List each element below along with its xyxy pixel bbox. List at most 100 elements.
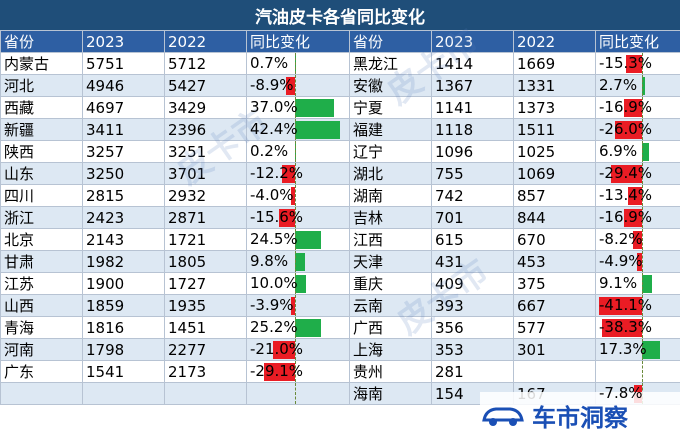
value-2022-cell: 301 [513, 338, 596, 361]
province-cell: 福建 [349, 118, 432, 141]
positive-bar [295, 275, 306, 293]
change-cell-left: -4.0% [246, 184, 350, 207]
header-2023-left: 2023 [82, 30, 165, 53]
change-cell-right [595, 360, 680, 383]
change-cell-right: 6.9% [595, 140, 680, 163]
change-value: 37.0% [250, 98, 298, 116]
value-2023-cell: 1541 [82, 360, 165, 383]
negative-bar [611, 165, 642, 183]
value-2023-cell: 755 [431, 162, 514, 185]
province-cell: 安徽 [349, 74, 432, 97]
change-value: 25.2% [250, 318, 298, 336]
logo-text: 车市洞察 [532, 403, 628, 432]
province-cell: 广西 [349, 316, 432, 339]
change-cell-right: -8.2% [595, 228, 680, 251]
change-value: 17.3% [599, 340, 647, 358]
change-cell-right: -13.4% [595, 184, 680, 207]
value-2022-cell: 5427 [164, 74, 247, 97]
positive-bar [295, 121, 340, 139]
province-cell: 山东 [0, 162, 83, 185]
province-cell: 湖南 [349, 184, 432, 207]
value-2022-cell: 1935 [164, 294, 247, 317]
negative-bar [636, 253, 642, 271]
province-cell: 吉林 [349, 206, 432, 229]
value-2022-cell: 3251 [164, 140, 247, 163]
change-cell-left: 25.2% [246, 316, 350, 339]
zero-axis [642, 119, 643, 140]
value-2022-cell: 670 [513, 228, 596, 251]
header-change-right: 同比变化 [595, 30, 680, 53]
table-row: 山东 3250 3701 -12.2% 湖北 755 1069 -29.4% [0, 162, 680, 185]
province-cell: 新疆 [0, 118, 83, 141]
change-value: -4.0% [250, 186, 294, 204]
zero-axis [295, 251, 296, 272]
zero-axis [295, 53, 296, 74]
header-province-right: 省份 [349, 30, 432, 53]
value-2022-cell: 1025 [513, 140, 596, 163]
zero-axis [295, 273, 296, 294]
negative-bar [627, 187, 642, 205]
value-2023-cell: 1982 [82, 250, 165, 273]
value-2023-cell: 1096 [431, 140, 514, 163]
value-2023-cell: 4946 [82, 74, 165, 97]
change-value: 9.8% [250, 252, 289, 270]
change-cell-left: 0.2% [246, 140, 350, 163]
change-value: -4.9% [599, 252, 643, 270]
province-cell: 甘肃 [0, 250, 83, 273]
change-value: 2.7% [599, 76, 638, 94]
province-cell: 海南 [349, 382, 432, 405]
change-value: -16.9% [599, 208, 653, 226]
negative-bar [624, 99, 642, 117]
change-cell-left: -12.2% [246, 162, 350, 185]
change-cell-left: 24.5% [246, 228, 350, 251]
negative-bar [285, 77, 295, 95]
brand-logo: 车市洞察 [480, 392, 680, 438]
positive-bar [642, 341, 661, 359]
value-2023-cell: 1859 [82, 294, 165, 317]
value-2022-cell: 453 [513, 250, 596, 273]
change-value: -13.4% [599, 186, 653, 204]
zero-axis [295, 119, 296, 140]
change-value: -15.6% [250, 208, 304, 226]
value-2023-cell [82, 382, 165, 405]
value-2023-cell: 431 [431, 250, 514, 273]
positive-bar [642, 275, 652, 293]
zero-axis [642, 97, 643, 118]
zero-axis [642, 75, 643, 96]
value-2022-cell: 2173 [164, 360, 247, 383]
value-2023-cell: 2423 [82, 206, 165, 229]
zero-axis [295, 295, 296, 316]
zero-axis [642, 251, 643, 272]
zero-axis [642, 163, 643, 184]
header-2022-right: 2022 [513, 30, 596, 53]
province-cell: 江西 [349, 228, 432, 251]
value-2022-cell: 1373 [513, 96, 596, 119]
table-row: 青海 1816 1451 25.2% 广西 356 577 -38.3% [0, 316, 680, 339]
value-2022-cell: 3429 [164, 96, 247, 119]
positive-bar [642, 77, 645, 95]
value-2022-cell: 375 [513, 272, 596, 295]
change-value: -16.9% [599, 98, 653, 116]
change-cell-right: -15.3% [595, 52, 680, 75]
change-value: 0.7% [250, 54, 289, 72]
value-2023-cell: 353 [431, 338, 514, 361]
positive-bar [295, 231, 321, 249]
province-cell: 云南 [349, 294, 432, 317]
province-cell: 天津 [349, 250, 432, 273]
zero-axis [295, 383, 296, 404]
change-cell-right: -4.9% [595, 250, 680, 273]
change-cell-left: 9.8% [246, 250, 350, 273]
negative-bar [278, 209, 295, 227]
change-cell-left: -8.9% [246, 74, 350, 97]
change-cell-left: 42.4% [246, 118, 350, 141]
table-row: 山西 1859 1935 -3.9% 云南 393 667 -41.1% [0, 294, 680, 317]
province-cell: 宁夏 [349, 96, 432, 119]
value-2023-cell: 393 [431, 294, 514, 317]
negative-bar [624, 209, 642, 227]
table-row: 甘肃 1982 1805 9.8% 天津 431 453 -4.9% [0, 250, 680, 273]
change-cell-left: 0.7% [246, 52, 350, 75]
value-2023-cell: 1798 [82, 338, 165, 361]
table-row: 广东 1541 2173 -29.1% 贵州 281 [0, 360, 680, 383]
table-row: 河南 1798 2277 -21.0% 上海 353 301 17.3% [0, 338, 680, 361]
value-2023-cell: 2143 [82, 228, 165, 251]
